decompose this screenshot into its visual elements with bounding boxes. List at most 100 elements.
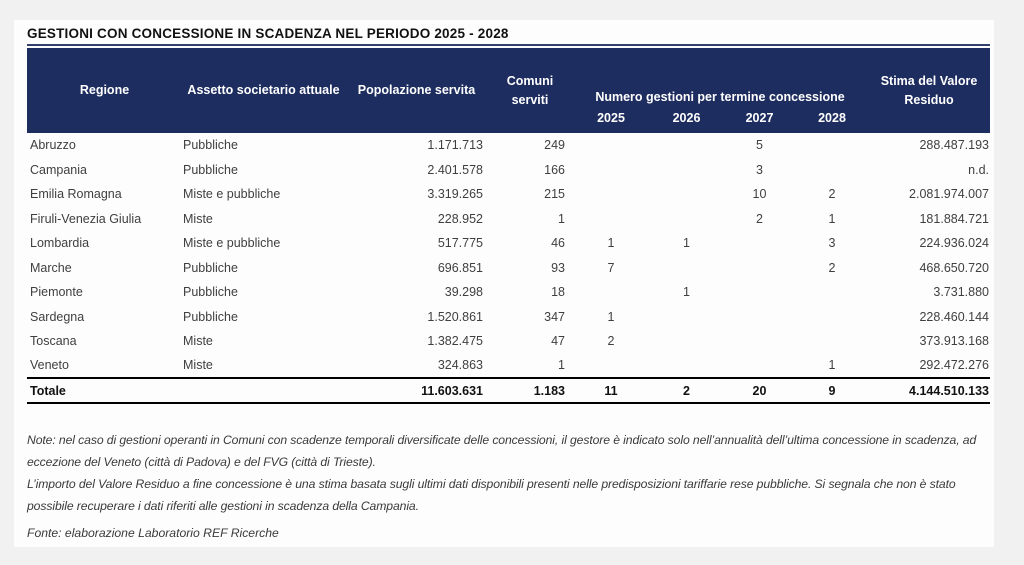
table-row: Firuli-Venezia Giulia Miste 228.952 1 2 … — [27, 207, 990, 232]
table-row: Veneto Miste 324.863 1 1 292.472.276 — [27, 354, 990, 379]
cell-2025 — [572, 182, 650, 207]
page-title: GESTIONI CON CONCESSIONE IN SCADENZA NEL… — [27, 26, 990, 46]
cell-assetto: Miste — [183, 334, 213, 349]
cell-2027: 10 — [752, 187, 767, 202]
cell-assetto: Pubbliche — [183, 138, 238, 153]
total-2028: 9 — [796, 377, 868, 404]
cell-assetto: Pubbliche — [183, 162, 238, 177]
cell-2028 — [796, 133, 868, 158]
cell-2026 — [650, 256, 723, 281]
cell-regione: Abruzzo — [30, 138, 76, 153]
total-label: Totale — [27, 377, 182, 404]
cell-2027: 2 — [756, 211, 763, 226]
table-row: Abruzzo Pubbliche 1.171.713 249 5 288.48… — [27, 133, 990, 158]
cell-2027: 5 — [756, 138, 763, 153]
cell-2027 — [723, 231, 796, 256]
note-line-2: L’importo del Valore Residuo a fine conc… — [27, 477, 956, 513]
cell-stima: 181.884.721 — [919, 211, 989, 226]
cell-assetto: Miste — [183, 211, 213, 226]
cell-stima: 468.650.720 — [919, 260, 989, 275]
table-row: Emilia Romagna Miste e pubbliche 3.319.2… — [27, 182, 990, 207]
table-row: Sardegna Pubbliche 1.520.861 347 1 228.4… — [27, 305, 990, 330]
cell-comuni: 347 — [544, 309, 565, 324]
cell-2027 — [723, 256, 796, 281]
concessions-table: Regione Assetto societario attuale Popol… — [27, 48, 990, 404]
col-header-numero-gestioni: Numero gestioni per termine concessione — [572, 48, 868, 108]
col-header-regione: Regione — [27, 48, 182, 133]
cell-2028: 2 — [828, 187, 836, 202]
cell-2025 — [572, 133, 650, 158]
cell-stima: 228.460.144 — [919, 309, 989, 324]
cell-stima: 292.472.276 — [919, 358, 989, 373]
cell-stima: 224.936.024 — [919, 236, 989, 251]
cell-comuni: 215 — [544, 187, 565, 202]
col-header-stima: Stima del Valore Residuo — [868, 48, 990, 133]
total-popolazione: 11.603.631 — [345, 377, 488, 404]
report-card: GESTIONI CON CONCESSIONE IN SCADENZA NEL… — [14, 20, 994, 547]
cell-assetto: Pubbliche — [183, 260, 238, 275]
table-row: Marche Pubbliche 696.851 93 7 2 468.650.… — [27, 256, 990, 281]
total-row: Totale 11.603.631 1.183 11 2 20 9 4.144.… — [27, 377, 990, 404]
total-assetto — [182, 377, 345, 404]
cell-2027: 3 — [756, 162, 763, 177]
cell-2028: 2 — [828, 260, 836, 275]
table-header: Regione Assetto societario attuale Popol… — [27, 48, 990, 133]
cell-popolazione: 39.298 — [444, 285, 483, 300]
cell-popolazione: 517.775 — [437, 236, 483, 251]
cell-regione: Piemonte — [30, 285, 83, 300]
cell-2026 — [650, 158, 723, 183]
cell-regione: Campania — [30, 162, 87, 177]
cell-comuni: 1 — [558, 358, 565, 373]
cell-2027 — [723, 329, 796, 354]
cell-2026 — [650, 133, 723, 158]
cell-stima: 2.081.974.007 — [909, 187, 989, 202]
cell-2028: 1 — [828, 358, 836, 373]
cell-assetto: Miste — [183, 358, 213, 373]
cell-2026 — [650, 329, 723, 354]
cell-2025: 7 — [607, 260, 615, 275]
col-header-2028: 2028 — [796, 108, 868, 133]
cell-2025: 1 — [607, 309, 615, 324]
col-header-2026: 2026 — [650, 108, 723, 133]
cell-comuni: 18 — [551, 285, 565, 300]
cell-assetto: Miste e pubbliche — [183, 187, 281, 202]
cell-popolazione: 3.319.265 — [427, 187, 483, 202]
cell-2025: 1 — [607, 236, 615, 251]
cell-2027 — [723, 354, 796, 379]
cell-2028 — [796, 158, 868, 183]
cell-popolazione: 2.401.578 — [427, 162, 483, 177]
cell-2026: 1 — [683, 285, 690, 300]
cell-2025 — [572, 280, 650, 305]
cell-stima: n.d. — [968, 162, 989, 177]
table-row: Piemonte Pubbliche 39.298 18 1 3.731.880 — [27, 280, 990, 305]
col-header-assetto: Assetto societario attuale — [182, 48, 345, 133]
col-header-2027: 2027 — [723, 108, 796, 133]
cell-2026: 1 — [683, 236, 690, 251]
cell-popolazione: 324.863 — [437, 358, 483, 373]
notes-block: Note: nel caso di gestioni operanti in C… — [27, 429, 978, 517]
cell-popolazione: 1.520.861 — [427, 309, 483, 324]
cell-stima: 288.487.193 — [919, 138, 989, 153]
cell-2025 — [572, 158, 650, 183]
cell-2028: 1 — [828, 211, 836, 226]
cell-2027 — [723, 280, 796, 305]
cell-comuni: 46 — [551, 236, 565, 251]
cell-assetto: Pubbliche — [183, 285, 238, 300]
cell-comuni: 1 — [558, 211, 565, 226]
total-stima: 4.144.510.133 — [868, 377, 990, 404]
cell-comuni: 47 — [551, 334, 565, 349]
total-comuni: 1.183 — [488, 377, 572, 404]
cell-2028 — [796, 280, 868, 305]
cell-regione: Veneto — [30, 358, 69, 373]
cell-stima: 373.913.168 — [919, 334, 989, 349]
cell-popolazione: 696.851 — [437, 260, 483, 275]
cell-stima: 3.731.880 — [933, 285, 989, 300]
cell-2028: 3 — [828, 236, 836, 251]
cell-2025 — [572, 207, 650, 232]
cell-2026 — [650, 182, 723, 207]
cell-comuni: 249 — [544, 138, 565, 153]
cell-popolazione: 228.952 — [437, 211, 483, 226]
total-2025: 11 — [572, 377, 650, 404]
cell-2028 — [796, 305, 868, 330]
table-row: Toscana Miste 1.382.475 47 2 373.913.168 — [27, 329, 990, 354]
